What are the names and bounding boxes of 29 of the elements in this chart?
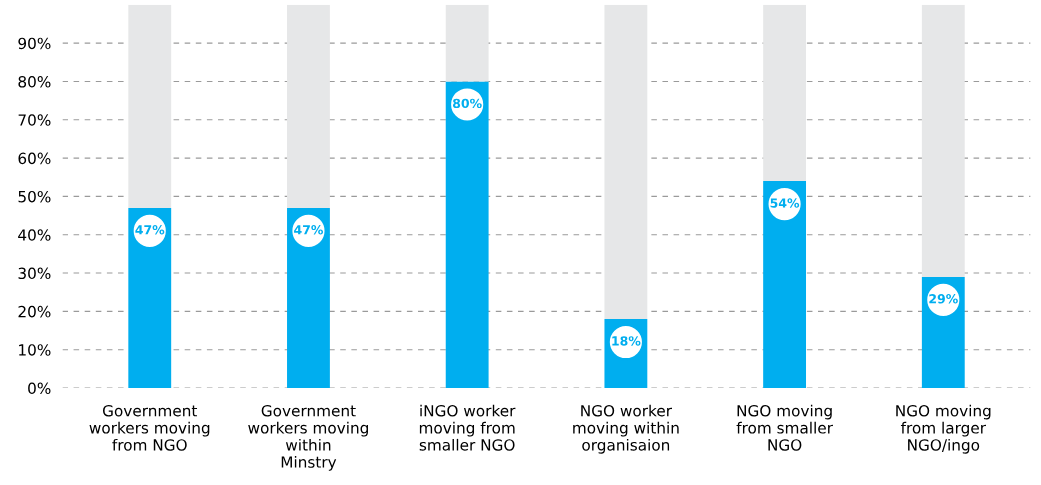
- data-label: 47%: [294, 225, 324, 235]
- data-label: 18%: [612, 336, 641, 346]
- y-tick-label: 70%: [18, 114, 51, 126]
- bar: [604, 4, 648, 320]
- data-label: 29%: [929, 294, 958, 304]
- y-tick-label: 10%: [19, 344, 51, 356]
- y-tick-label: 90%: [18, 37, 51, 50]
- y-tick-label: 40%: [18, 229, 51, 241]
- x-tick-label: iNGO worker moving from smaller NGO: [419, 404, 516, 451]
- bar: [445, 4, 489, 82]
- x-tick-label: NGO moving from larger NGO/ingo: [896, 404, 991, 454]
- y-tick-label: 20%: [18, 305, 51, 318]
- y-tick-label: 80%: [18, 75, 51, 88]
- x-tick-label: Government workers moving within Minstry: [248, 404, 368, 471]
- bar: [128, 4, 172, 208]
- x-tick-label: NGO moving from smaller NGO: [736, 404, 833, 451]
- y-tick-label: 50%: [18, 190, 51, 203]
- bar: [287, 4, 330, 208]
- x-tick-label: NGO worker moving within organisaion: [573, 404, 679, 454]
- bar: [921, 4, 965, 277]
- x-tick-label: Government workers moving from NGO: [89, 404, 210, 451]
- y-tick-label: 60%: [18, 152, 51, 165]
- bar: [445, 81, 489, 388]
- data-label: 54%: [770, 198, 800, 208]
- y-tick-label: 0%: [28, 382, 51, 395]
- data-label: 80%: [452, 98, 482, 109]
- bar: [763, 4, 807, 182]
- y-tick-label: 30%: [18, 267, 51, 280]
- data-label: 47%: [135, 225, 165, 235]
